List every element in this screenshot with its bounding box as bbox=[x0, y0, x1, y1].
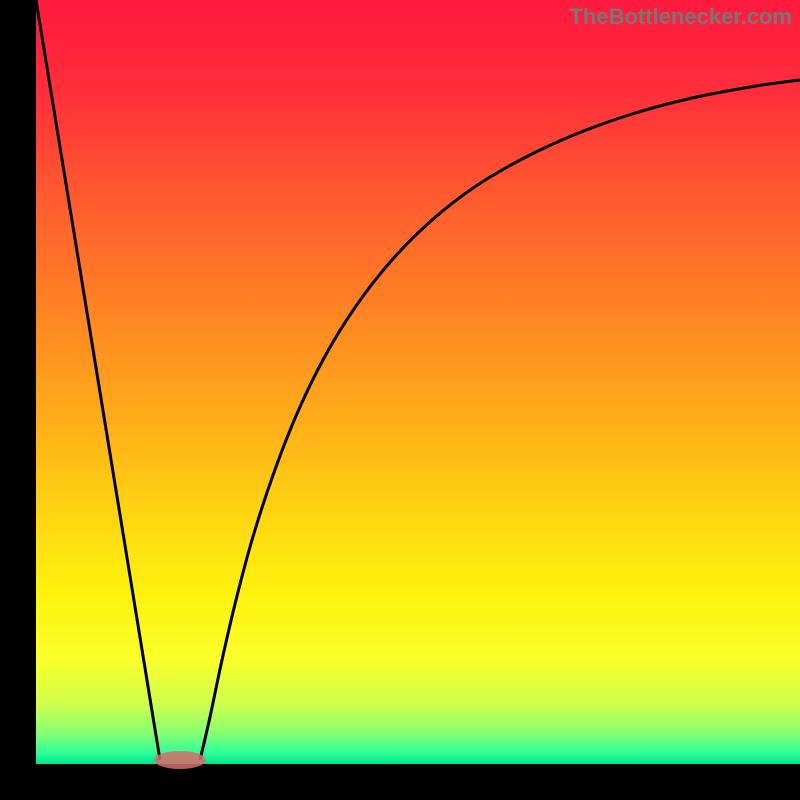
plot-area bbox=[36, 0, 800, 764]
optimal-marker bbox=[154, 751, 206, 769]
axis-left-border bbox=[0, 0, 36, 800]
watermark-text: TheBottlenecker.com bbox=[569, 4, 792, 30]
axis-bottom-border bbox=[0, 764, 800, 800]
chart-container: { "watermark": { "text": "TheBottlenecke… bbox=[0, 0, 800, 800]
bottleneck-chart bbox=[0, 0, 800, 800]
